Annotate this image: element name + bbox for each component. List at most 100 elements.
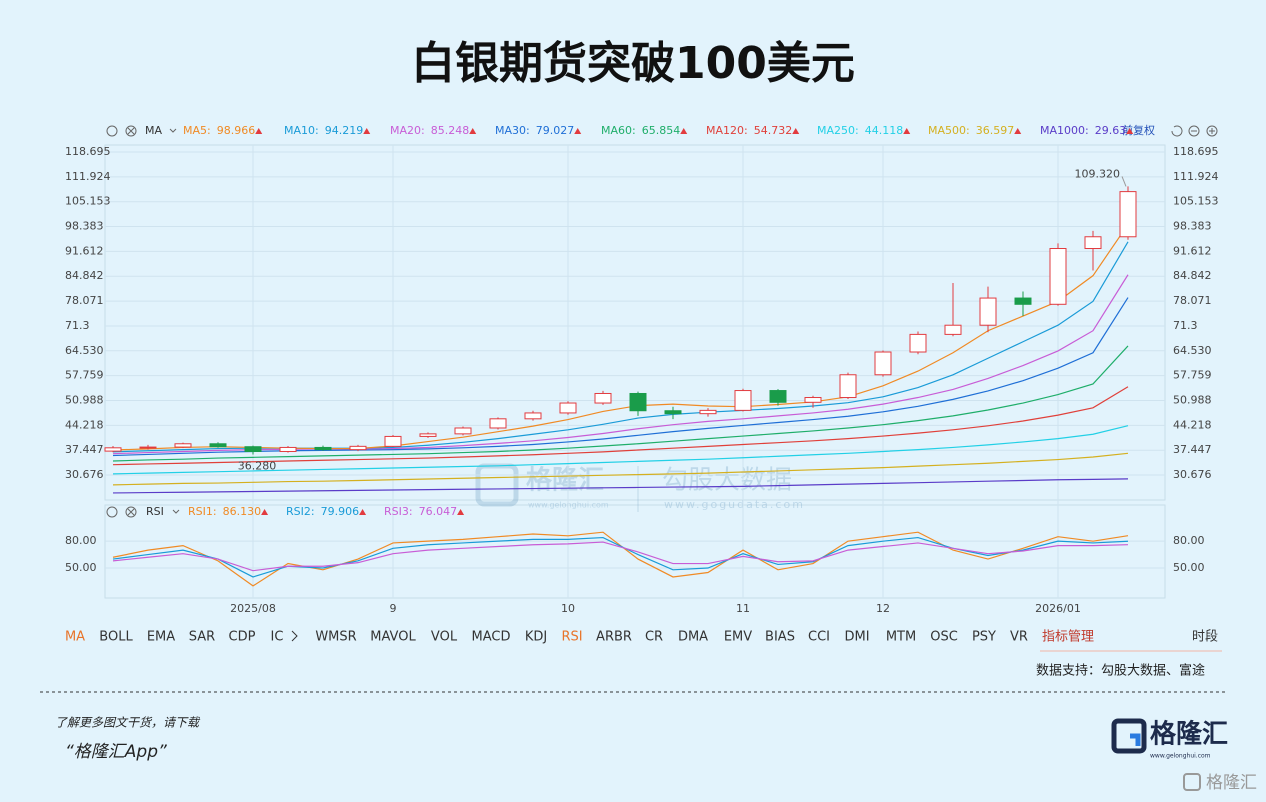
tabs-arrow[interactable] bbox=[291, 630, 298, 642]
candle-body bbox=[419, 433, 437, 437]
indicator-tab[interactable]: EMV bbox=[724, 630, 752, 645]
indicator-tab[interactable]: MA bbox=[65, 630, 85, 645]
line bbox=[112, 478, 1129, 494]
indicator-tab[interactable]: MACD bbox=[472, 630, 511, 645]
indicator-tab[interactable]: CCI bbox=[808, 630, 830, 645]
candle-body bbox=[489, 418, 507, 429]
indicator-tab[interactable]: BIAS bbox=[765, 630, 795, 645]
candle-body bbox=[1049, 248, 1067, 305]
indicator-tab[interactable]: IC bbox=[271, 630, 284, 645]
footer-app: “格隆汇App” bbox=[65, 742, 167, 762]
y-tick-label: 98.383 bbox=[65, 220, 104, 233]
indicator-tab[interactable]: EMA bbox=[147, 630, 175, 645]
legend-value: 94.219 bbox=[325, 124, 364, 137]
indicator-label[interactable]: MA bbox=[145, 124, 162, 137]
y-tick-label: 118.695 bbox=[1173, 145, 1219, 158]
y-tick-label: 50.00 bbox=[65, 561, 97, 574]
corner-watermark: 格隆汇 bbox=[1206, 773, 1257, 793]
candle-body bbox=[734, 390, 752, 411]
legend-entry[interactable]: RSI3: 76.047 bbox=[384, 505, 457, 518]
legend-entry[interactable]: MA5: 98.966 bbox=[183, 124, 255, 137]
candle-body bbox=[454, 427, 472, 435]
legend-entry[interactable]: MA120: 54.732 bbox=[706, 124, 792, 137]
period-tab[interactable]: 时段 bbox=[1192, 630, 1218, 645]
legend-name: MA10: bbox=[284, 124, 319, 137]
price-panel bbox=[104, 144, 1166, 501]
legend-marker bbox=[469, 128, 477, 134]
high-label: 109.320 bbox=[1075, 167, 1121, 180]
indicator-tab[interactable]: CDP bbox=[229, 630, 256, 645]
indicator-tab[interactable]: 指标管理 bbox=[1042, 630, 1094, 645]
legend-value: 36.597 bbox=[976, 124, 1015, 137]
legend-value: 85.248 bbox=[431, 124, 470, 137]
title: 白银期货突破100美元 bbox=[411, 38, 855, 89]
indicator-tab[interactable]: MAVOL bbox=[370, 630, 416, 645]
watermark-brand: 格隆汇 bbox=[526, 465, 604, 496]
y-tick-label: 84.842 bbox=[1173, 269, 1212, 282]
legend-name: RSI3: bbox=[384, 505, 413, 518]
indicator-tab[interactable]: SAR bbox=[189, 630, 215, 645]
legend-entry[interactable]: MA60: 65.854 bbox=[601, 124, 680, 137]
indicator-tab[interactable]: MTM bbox=[886, 630, 916, 645]
legend-entry[interactable]: MA10: 94.219 bbox=[284, 124, 363, 137]
toolbar-icons bbox=[106, 125, 1218, 518]
candle-body bbox=[1119, 191, 1137, 238]
x-tick-label: 10 bbox=[561, 602, 575, 615]
indicator-tab[interactable]: ARBR bbox=[596, 630, 632, 645]
legend-marker bbox=[363, 128, 371, 134]
legend-value: 44.118 bbox=[865, 124, 904, 137]
low-label: 36.280 bbox=[238, 459, 277, 472]
candle-body bbox=[769, 390, 787, 403]
candle-body bbox=[559, 402, 577, 414]
candle-body bbox=[699, 409, 717, 415]
legend-marker bbox=[903, 128, 911, 134]
candle-body bbox=[979, 297, 997, 326]
indicator-tab[interactable]: OSC bbox=[930, 630, 958, 645]
legend-entry[interactable]: RSI1: 86.130 bbox=[188, 505, 261, 518]
y-tick-label: 50.988 bbox=[65, 394, 104, 407]
candle-body bbox=[909, 333, 927, 353]
legend-entry[interactable]: MA500: 36.597 bbox=[928, 124, 1014, 137]
legend-entry[interactable]: MA1000: 29.63 bbox=[1040, 124, 1126, 137]
indicator-tab[interactable]: DMA bbox=[678, 630, 708, 645]
line bbox=[112, 541, 1129, 572]
legend-name: MA120: bbox=[706, 124, 748, 137]
legend-name: MA250: bbox=[817, 124, 859, 137]
adjust-label[interactable]: 前复权 bbox=[1122, 123, 1155, 137]
line bbox=[112, 241, 1129, 453]
candle-body bbox=[524, 412, 542, 420]
legend-name: RSI1: bbox=[188, 505, 217, 518]
indicator-tab[interactable]: KDJ bbox=[525, 630, 547, 645]
legend-marker bbox=[574, 128, 582, 134]
legend-value: 79.906 bbox=[321, 505, 360, 518]
legend-marker bbox=[1126, 128, 1134, 134]
indicator-tab[interactable]: WMSR bbox=[315, 630, 356, 645]
legend-name: MA60: bbox=[601, 124, 636, 137]
y-tick-label: 80.00 bbox=[65, 534, 97, 547]
legend-entry[interactable]: MA30: 79.027 bbox=[495, 124, 574, 137]
y-tick-label: 91.612 bbox=[65, 244, 104, 257]
indicator-tab[interactable]: PSY bbox=[972, 630, 996, 645]
logo-text: 格隆汇 bbox=[1150, 719, 1228, 750]
indicator-tab[interactable]: RSI bbox=[561, 630, 582, 645]
y-tick-label: 105.153 bbox=[1173, 195, 1219, 208]
y-tick-label: 80.00 bbox=[1173, 534, 1205, 547]
legend-marker bbox=[255, 128, 263, 134]
indicator-tab[interactable]: DMI bbox=[844, 630, 869, 645]
y-tick-label: 118.695 bbox=[65, 145, 111, 158]
legend-entry[interactable]: MA20: 85.248 bbox=[390, 124, 469, 137]
indicator-tab[interactable]: VR bbox=[1010, 630, 1028, 645]
indicator-tab[interactable]: CR bbox=[645, 630, 663, 645]
indicator-tab[interactable]: BOLL bbox=[99, 630, 133, 645]
indicator-label[interactable]: RSI bbox=[146, 505, 164, 518]
y-tick-label: 50.988 bbox=[1173, 394, 1212, 407]
line bbox=[112, 425, 1129, 475]
candle-body bbox=[209, 443, 227, 448]
legend-value: 29.63 bbox=[1095, 124, 1127, 137]
legend-name: MA1000: bbox=[1040, 124, 1089, 137]
y-tick-label: 78.071 bbox=[65, 294, 104, 307]
indicator-tab[interactable]: VOL bbox=[431, 630, 458, 645]
legend-entry[interactable]: RSI2: 79.906 bbox=[286, 505, 359, 518]
legend-entry[interactable]: MA250: 44.118 bbox=[817, 124, 903, 137]
